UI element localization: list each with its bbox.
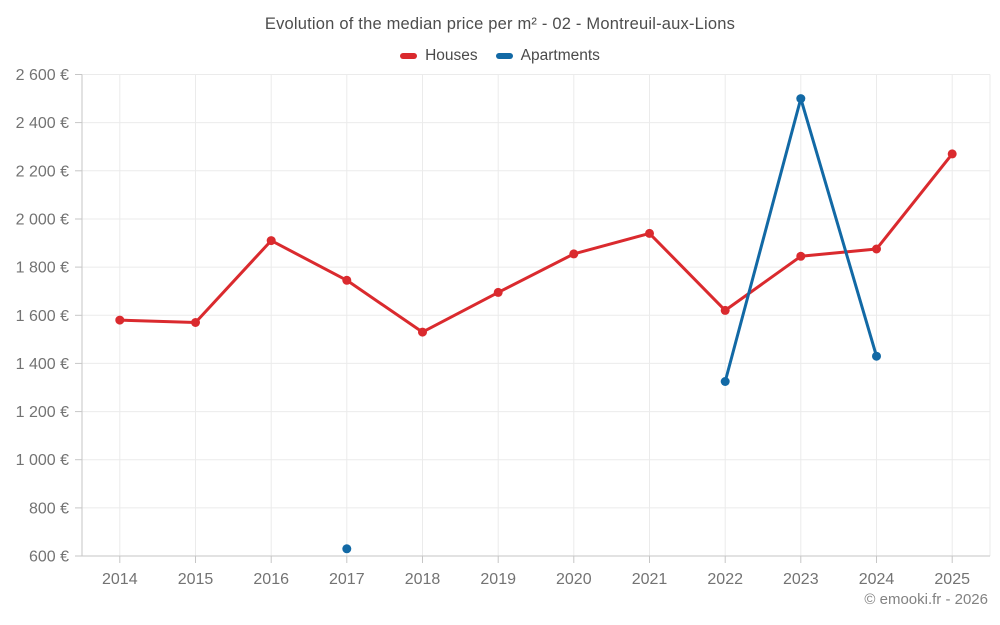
data-point-houses-2020[interactable] xyxy=(569,249,579,259)
series-line-houses xyxy=(118,152,954,334)
y-axis-label: 1 000 € xyxy=(16,452,69,469)
y-axis-label: 1 200 € xyxy=(16,404,69,421)
data-point-houses-2019[interactable] xyxy=(493,287,503,297)
data-point-houses-2022[interactable] xyxy=(720,305,730,315)
y-axis-label: 2 200 € xyxy=(16,163,69,180)
data-point-apartments-2024[interactable] xyxy=(872,351,881,361)
data-point-apartments-2017[interactable] xyxy=(342,544,352,554)
data-point-apartments-2023[interactable] xyxy=(796,94,806,104)
data-point-houses-2024[interactable] xyxy=(872,244,881,254)
data-point-houses-2018[interactable] xyxy=(418,327,427,337)
houses-series-swatch-icon xyxy=(400,53,418,59)
y-axis-label: 1 400 € xyxy=(16,356,69,373)
x-axis-label: 2016 xyxy=(253,571,289,588)
x-axis-label: 2014 xyxy=(102,571,138,588)
y-axis-label: 1 600 € xyxy=(16,308,69,325)
x-axis-label: 2019 xyxy=(480,571,516,588)
x-axis-label: 2023 xyxy=(783,571,819,588)
y-axis-label: 2 000 € xyxy=(16,212,69,229)
data-point-houses-2021[interactable] xyxy=(645,228,654,238)
y-axis-label: 2 400 € xyxy=(16,115,69,132)
x-axis-label: 2024 xyxy=(859,571,895,588)
y-axis-label: 1 800 € xyxy=(16,260,69,277)
legend-label-apartments: Apartments xyxy=(520,47,600,64)
x-axis-label: 2017 xyxy=(329,571,365,588)
x-axis-label: 2020 xyxy=(556,571,592,588)
y-axis-label: 600 € xyxy=(29,549,69,566)
y-axis-label: 2 600 € xyxy=(16,67,69,84)
data-point-apartments-2022[interactable] xyxy=(720,377,730,386)
x-axis-label: 2025 xyxy=(934,571,970,588)
y-axis-label: 800 € xyxy=(29,500,69,517)
data-point-houses-2023[interactable] xyxy=(796,251,806,261)
x-axis-label: 2015 xyxy=(178,571,214,588)
copyright-text: © emooki.fr - 2026 xyxy=(864,591,988,608)
data-point-houses-2025[interactable] xyxy=(947,149,957,159)
chart-title: Evolution of the median price per m² - 0… xyxy=(264,15,736,33)
apartments-series-swatch-icon xyxy=(495,53,513,59)
legend-item-apartments[interactable]: Apartments xyxy=(495,47,600,65)
legend: Houses Apartments xyxy=(0,47,1000,65)
data-point-houses-2015[interactable] xyxy=(191,318,200,327)
legend-label-houses: Houses xyxy=(425,47,478,64)
legend-item-houses[interactable]: Houses xyxy=(400,47,478,65)
data-point-houses-2016[interactable] xyxy=(266,236,276,246)
x-axis-label: 2018 xyxy=(405,571,441,588)
x-axis-label: 2022 xyxy=(707,571,743,588)
data-point-houses-2017[interactable] xyxy=(342,275,352,285)
x-axis-label: 2021 xyxy=(632,571,668,588)
data-point-houses-2014[interactable] xyxy=(115,315,125,325)
